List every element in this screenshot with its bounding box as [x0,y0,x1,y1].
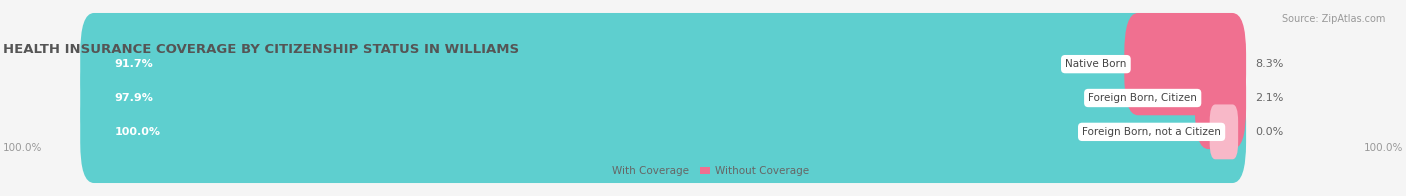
Text: Foreign Born, not a Citizen: Foreign Born, not a Citizen [1083,127,1220,137]
Text: Source: ZipAtlas.com: Source: ZipAtlas.com [1281,14,1385,24]
Text: 100.0%: 100.0% [3,143,42,153]
Text: 0.0%: 0.0% [1256,127,1284,137]
FancyBboxPatch shape [80,13,1246,115]
FancyBboxPatch shape [80,47,1222,149]
Text: Native Born: Native Born [1066,59,1126,69]
FancyBboxPatch shape [80,81,1246,183]
FancyBboxPatch shape [80,13,1152,115]
Text: 91.7%: 91.7% [114,59,153,69]
Text: 100.0%: 100.0% [114,127,160,137]
Text: HEALTH INSURANCE COVERAGE BY CITIZENSHIP STATUS IN WILLIAMS: HEALTH INSURANCE COVERAGE BY CITIZENSHIP… [3,43,519,56]
Text: 97.9%: 97.9% [114,93,153,103]
Text: 2.1%: 2.1% [1256,93,1284,103]
FancyBboxPatch shape [1195,47,1246,149]
Legend: With Coverage, Without Coverage: With Coverage, Without Coverage [592,162,814,180]
FancyBboxPatch shape [80,81,1246,183]
FancyBboxPatch shape [80,47,1246,149]
Text: 100.0%: 100.0% [1364,143,1403,153]
Text: 8.3%: 8.3% [1256,59,1284,69]
FancyBboxPatch shape [1209,104,1239,159]
Text: Foreign Born, Citizen: Foreign Born, Citizen [1088,93,1197,103]
FancyBboxPatch shape [1125,13,1246,115]
